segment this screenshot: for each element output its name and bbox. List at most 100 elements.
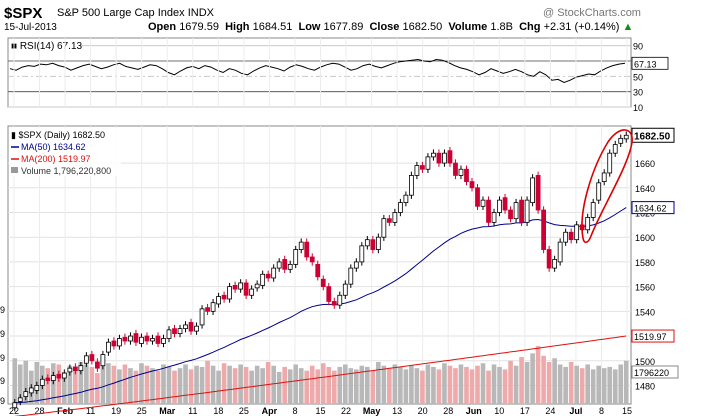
x-tick-label: 10 bbox=[494, 406, 504, 416]
close-label: Close bbox=[369, 21, 400, 33]
candle-body bbox=[623, 134, 629, 140]
candle-body bbox=[172, 328, 177, 334]
candle-body bbox=[519, 199, 524, 223]
candle-body bbox=[612, 144, 618, 154]
volume-bar bbox=[502, 369, 508, 404]
price-tick-label: 1660 bbox=[635, 159, 655, 169]
volume-bar bbox=[89, 366, 95, 404]
volume-bar bbox=[585, 364, 590, 404]
x-tick-label: 15 bbox=[315, 406, 325, 416]
volume-bar bbox=[243, 366, 249, 404]
volume-bar bbox=[436, 369, 442, 404]
candle-body bbox=[596, 182, 602, 201]
volume-bar bbox=[601, 368, 607, 404]
annotation-ellipse bbox=[581, 129, 633, 244]
volume-bar bbox=[84, 364, 89, 404]
volume-bar bbox=[216, 370, 221, 404]
candle-body bbox=[414, 165, 420, 176]
candle-body bbox=[364, 239, 370, 247]
high-label: High bbox=[225, 21, 250, 33]
volume-bar bbox=[293, 364, 299, 404]
candle-body bbox=[194, 325, 199, 332]
volume-bar bbox=[353, 369, 359, 404]
candle-body bbox=[39, 378, 45, 386]
volume-bar bbox=[513, 365, 519, 404]
candle-body bbox=[585, 217, 591, 231]
candle-body bbox=[50, 375, 56, 381]
volume-bar bbox=[370, 370, 376, 404]
chart-header: $SPX S&P 500 Large Cap Index INDX @ Stoc… bbox=[0, 0, 703, 38]
candle-body bbox=[436, 152, 442, 164]
volume-bar bbox=[133, 370, 139, 404]
x-tick-label: Feb bbox=[57, 406, 74, 416]
candle-body bbox=[568, 231, 574, 241]
candle-body bbox=[304, 241, 310, 258]
volume-bar bbox=[381, 365, 387, 404]
candle-body bbox=[431, 152, 436, 158]
candle-body bbox=[337, 294, 343, 306]
candle-body bbox=[100, 354, 106, 367]
rsi-tick-label: 10 bbox=[633, 103, 643, 113]
candle-body bbox=[502, 197, 508, 211]
volume-bar bbox=[128, 368, 133, 404]
volume-bar bbox=[260, 368, 265, 404]
candle-body bbox=[188, 322, 194, 332]
legend-volume-swatch bbox=[11, 167, 18, 173]
volume-bar bbox=[348, 368, 354, 404]
candle-body bbox=[590, 202, 596, 218]
x-tick-label: 8 bbox=[292, 406, 297, 416]
left-axis-fragment: 9 bbox=[0, 396, 5, 406]
volume-bar bbox=[568, 361, 574, 404]
volume-bar bbox=[199, 366, 205, 404]
candle-body bbox=[61, 372, 67, 379]
candle-body bbox=[89, 354, 95, 362]
volume-bar bbox=[62, 371, 67, 404]
volume-bar bbox=[519, 357, 524, 404]
last-price-label: 1682.50 bbox=[634, 131, 671, 142]
candle-body bbox=[28, 387, 34, 394]
volume-bar bbox=[524, 361, 530, 404]
volume-bar bbox=[56, 364, 62, 404]
x-tick-label: 22 bbox=[341, 406, 351, 416]
volume-bar bbox=[320, 363, 326, 404]
volume-bar bbox=[183, 364, 188, 404]
candle-body bbox=[12, 402, 18, 409]
volume-bar bbox=[232, 368, 238, 404]
x-tick-label: 20 bbox=[418, 406, 428, 416]
price-tick-label: 1600 bbox=[635, 233, 655, 243]
close-value: 1682.50 bbox=[402, 21, 443, 33]
candle-body bbox=[17, 397, 23, 402]
candle-body bbox=[72, 366, 78, 372]
volume-bar bbox=[139, 363, 144, 404]
stockcharts-credit[interactable]: @ StockCharts.com bbox=[543, 7, 641, 19]
x-tick-label: 28 bbox=[443, 406, 453, 416]
volume-bar bbox=[552, 358, 557, 404]
price-tick-label: 1580 bbox=[635, 258, 655, 268]
volume-bar bbox=[508, 360, 513, 404]
candle-body bbox=[574, 224, 580, 241]
volume-label: Volume bbox=[448, 21, 488, 33]
volume-bar bbox=[227, 365, 232, 404]
candle-body bbox=[139, 336, 144, 344]
candle-body bbox=[353, 261, 359, 269]
volume-bar bbox=[342, 364, 348, 404]
candle-body bbox=[199, 308, 205, 326]
volume-bar bbox=[398, 366, 403, 404]
candle-body bbox=[177, 328, 183, 334]
volume-bar bbox=[161, 364, 166, 404]
candle-body bbox=[205, 307, 210, 312]
volume-value: 1.8B bbox=[490, 21, 513, 33]
volume-bar bbox=[420, 370, 425, 404]
volume-bar bbox=[144, 365, 150, 404]
candle-body bbox=[409, 175, 414, 196]
volume-bar bbox=[287, 369, 293, 404]
volume-bar bbox=[623, 360, 629, 404]
candle-body bbox=[56, 373, 62, 379]
volume-bar bbox=[17, 364, 23, 404]
volume-bar bbox=[486, 370, 491, 404]
volume-bar bbox=[73, 366, 78, 404]
candle-body bbox=[166, 329, 172, 339]
volume-bar bbox=[497, 366, 502, 404]
volume-bar bbox=[464, 366, 469, 404]
rsi-value-label: 67.13 bbox=[634, 59, 657, 69]
